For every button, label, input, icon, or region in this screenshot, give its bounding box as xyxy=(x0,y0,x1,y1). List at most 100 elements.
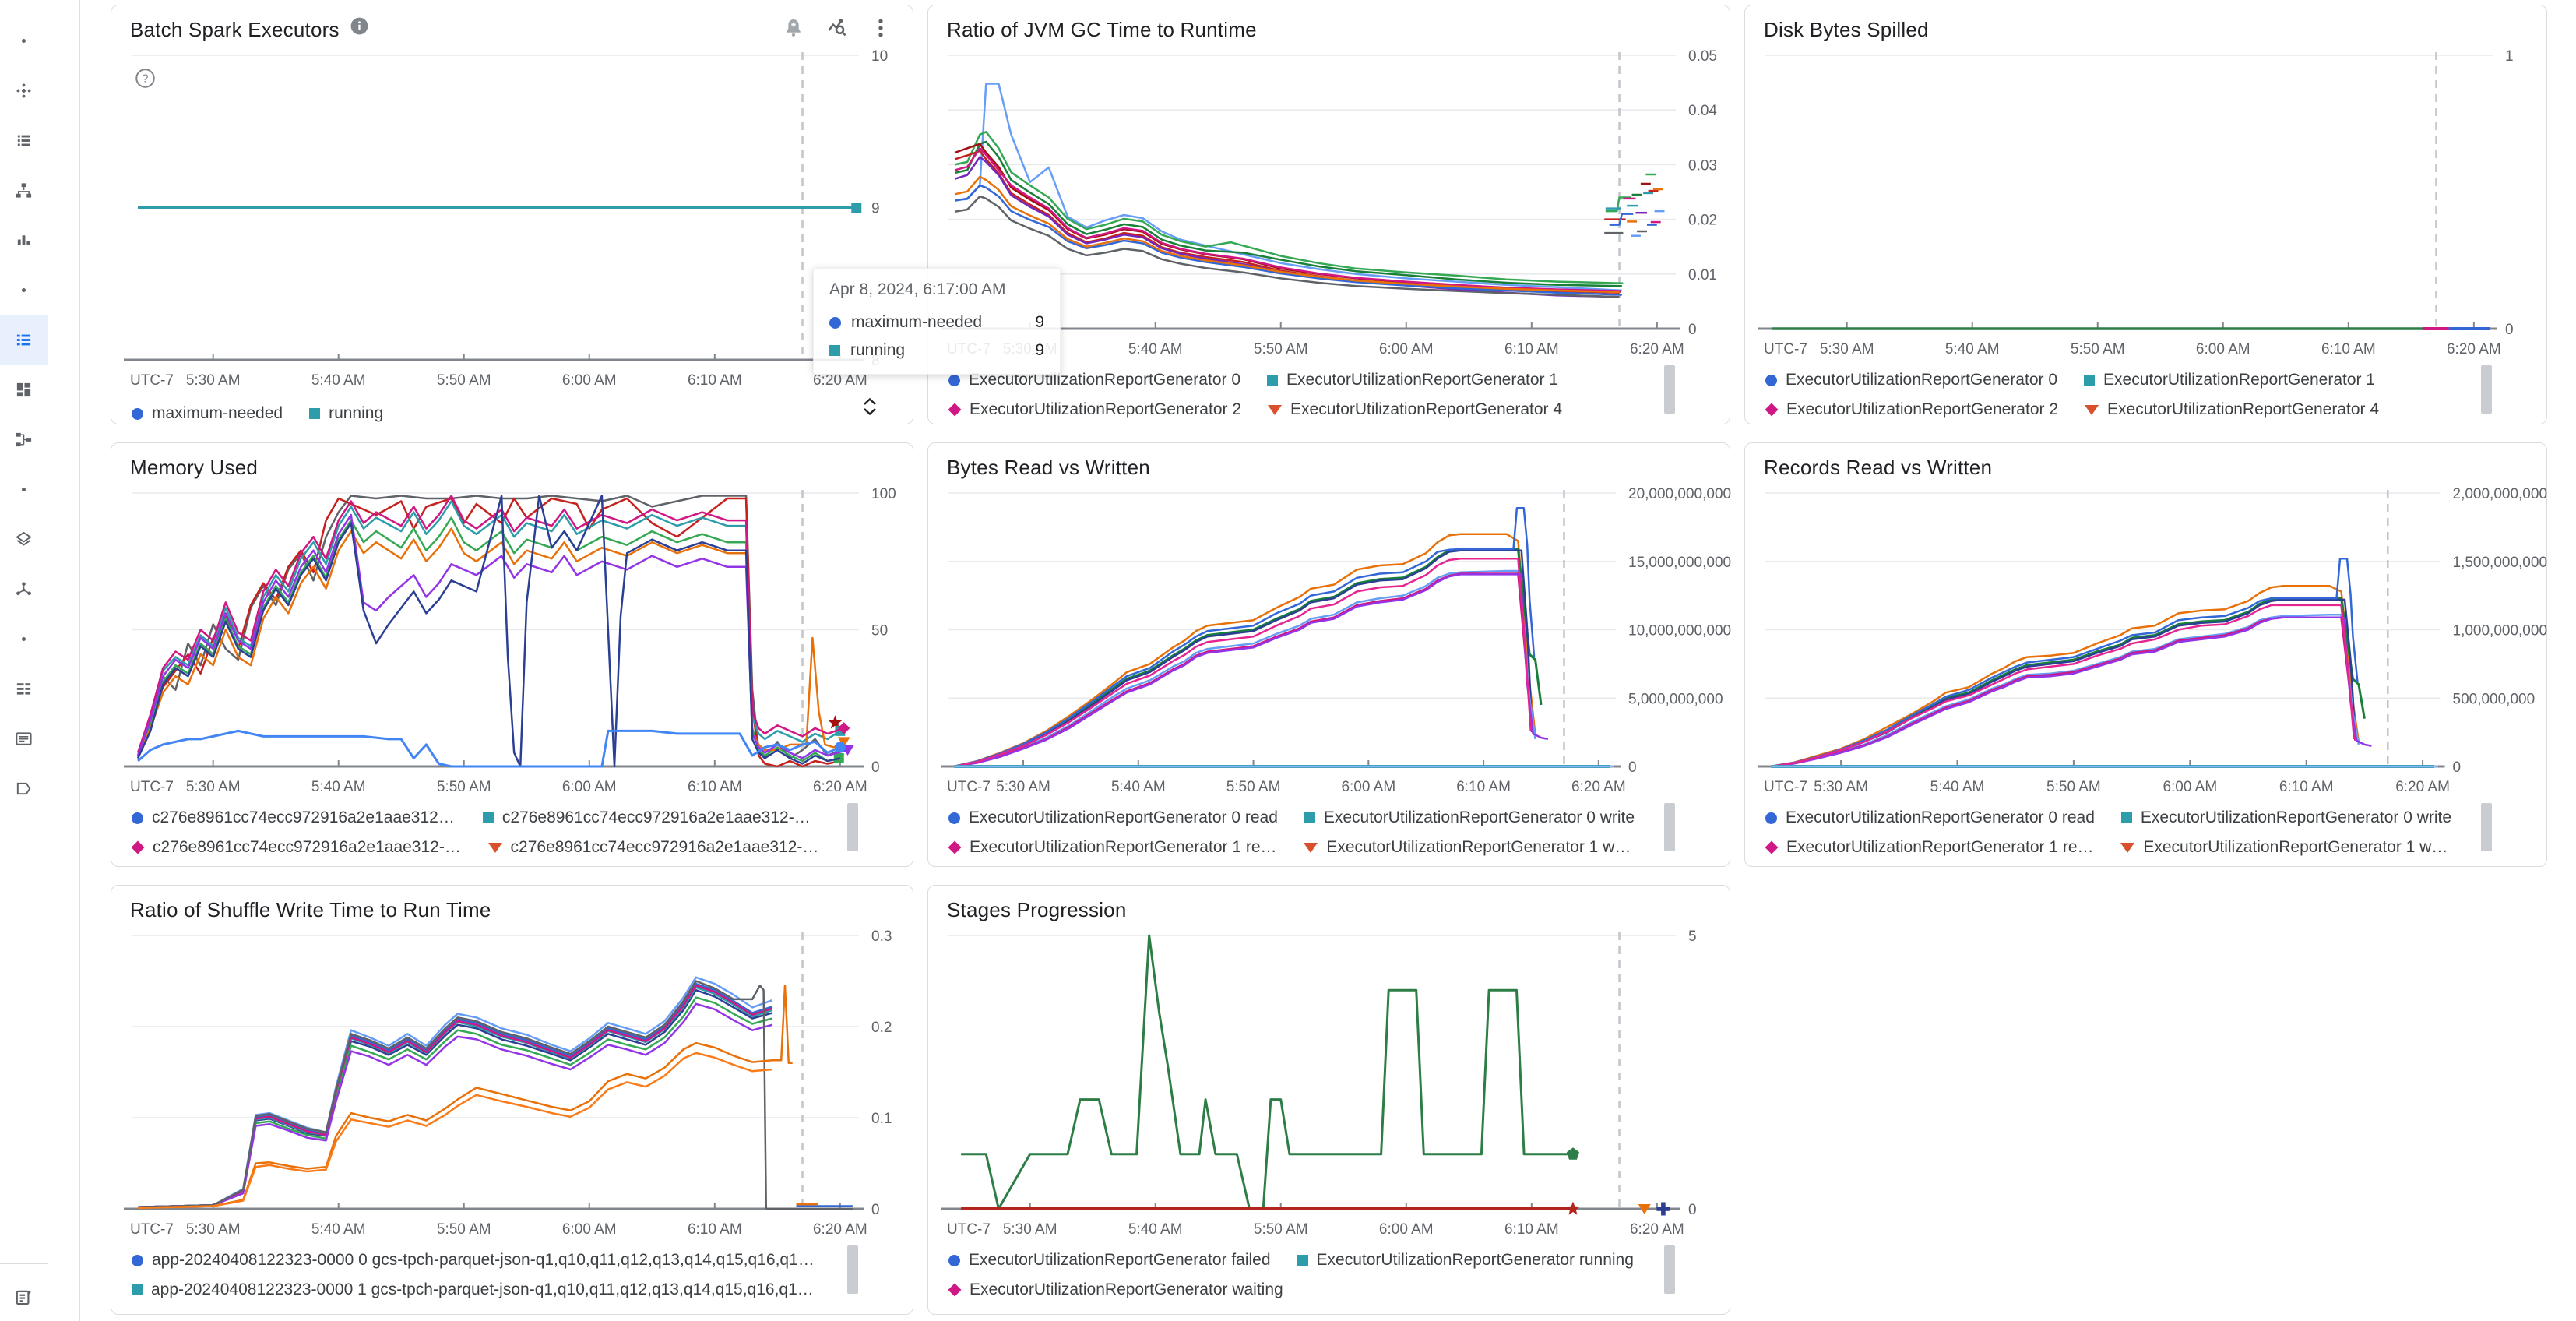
chart-card-stages-progression: Stages Progression 0 5 UTC-7 5:30 AM 5:40 AM… xyxy=(927,885,1730,1315)
chart-plot[interactable]: 0 5 UTC-7 5:30 AM 5:40 AM 5:50 AM 6:00 AM 6:10 … xyxy=(928,886,1731,1316)
legend-scrollbar[interactable] xyxy=(1664,803,1675,851)
legend-item[interactable]: ExecutorUtilizationReportGenerator waiti… xyxy=(948,1280,1283,1299)
series-end-marker xyxy=(1656,1202,1670,1216)
legend-marker-diamond xyxy=(948,840,962,854)
chart-plot[interactable]: 0 0.1 0.2 0.3 UTC-7 5:30 AM 5:40 AM 5:50 AM 6:00… xyxy=(111,886,914,1316)
sidebar-item-dashboard-7[interactable] xyxy=(0,365,48,414)
legend-label: app-20240408122323-0000 1 gcs-tpch-parqu… xyxy=(151,1280,819,1298)
x-axis-tick-label: 6:10 AM xyxy=(1456,779,1511,795)
legend-scrollbar[interactable] xyxy=(2481,365,2492,414)
x-axis-tick-label: 5:40 AM xyxy=(1128,1221,1183,1238)
legend-label: c276e8961cc74ecc972916a2e1aae312-w-1 xyxy=(153,838,462,856)
sidebar-item-dot-9[interactable] xyxy=(0,464,48,514)
sidebar-item-layers-10[interactable] xyxy=(0,514,48,564)
legend-item[interactable]: c276e8961cc74ecc972916a2e1aae312-w-1 xyxy=(132,838,462,857)
chart-plot[interactable]: 0 50 100 UTC-7 5:30 AM 5:40 AM 5:50 AM 6:00 AM 6… xyxy=(111,443,914,868)
chart-plot[interactable]: 8910UTC-75:30 AM5:40 AM5:50 AM6:00 AM6:1… xyxy=(111,5,914,425)
chart-title: Disk Bytes Spilled xyxy=(1764,18,1929,41)
legend-item[interactable]: ExecutorUtilizationReportGenerator 1 xyxy=(2084,371,2375,389)
series-line-gc-slate xyxy=(954,195,1620,298)
chart-card-memory-used: Memory Used 0 50 100 UTC-7 5:30 AM 5:40 AM 5:5… xyxy=(111,442,913,867)
legend-item[interactable]: ExecutorUtilizationReportGenerator 4 xyxy=(1268,400,1562,419)
sidebar-item-tree-3[interactable] xyxy=(0,165,48,215)
sidebar-item-list-2[interactable] xyxy=(0,115,48,165)
legend-item[interactable]: ExecutorUtilizationReportGenerator 0 wri… xyxy=(1304,808,1635,827)
chart-plot[interactable]: 0 5,000,000,000 10,000,000,000 15,000,000,0… xyxy=(928,443,1731,868)
legend-item[interactable]: ExecutorUtilizationReportGenerator faile… xyxy=(948,1251,1271,1270)
legend-label: ExecutorUtilizationReportGenerator 0 rea… xyxy=(1786,808,2095,826)
legend-item[interactable]: app-20240408122323-0000 0 gcs-tpch-parqu… xyxy=(132,1251,819,1270)
legend-item[interactable]: c276e8961cc74ecc972916a2e1aae312-w-2 xyxy=(487,838,819,857)
legend-scrollbar[interactable] xyxy=(847,803,858,851)
more-options-icon[interactable] xyxy=(867,15,894,41)
legend-scrollbar[interactable] xyxy=(2481,803,2492,851)
sidebar-item-card-14[interactable] xyxy=(0,713,48,763)
series-end-marker xyxy=(1566,1147,1579,1160)
legend-item[interactable]: ExecutorUtilizationReportGenerator runni… xyxy=(1297,1251,1634,1270)
legend-item[interactable]: ExecutorUtilizationReportGenerator 2 xyxy=(1765,400,2058,419)
sidebar-item-dot-0[interactable] xyxy=(0,16,48,65)
feedback-icon[interactable] xyxy=(0,1277,48,1318)
y-axis-tick-label: 0 xyxy=(1628,759,1637,776)
x-axis-tick-label: 6:20 AM xyxy=(1630,1221,1684,1238)
explore-metric-icon[interactable] xyxy=(824,15,850,41)
dot-icon xyxy=(22,38,26,43)
legend-item[interactable]: ExecutorUtilizationReportGenerator 1 wri… xyxy=(1304,838,1636,857)
sidebar-item-rows-13[interactable] xyxy=(0,664,48,713)
tree-icon xyxy=(16,182,32,198)
legend-item[interactable]: ExecutorUtilizationReportGenerator 0 rea… xyxy=(948,808,1278,827)
chart-plot[interactable]: 0 500,000,000 1,000,000,000 1,500,000,000 2,… xyxy=(1745,443,2548,868)
legend-item[interactable]: ExecutorUtilizationReportGenerator 2 xyxy=(948,400,1241,419)
series-line-rec-pink xyxy=(1771,604,2356,768)
legend-scrollbar[interactable] xyxy=(847,1245,858,1294)
legend-item[interactable]: ExecutorUtilizationReportGenerator 0 rea… xyxy=(1765,808,2095,827)
help-icon[interactable]: ? xyxy=(135,68,156,89)
content-divider xyxy=(79,0,80,1321)
y-axis-tick-label: 0.3 xyxy=(871,928,892,945)
legend-item[interactable]: ExecutorUtilizationReportGenerator 4 xyxy=(2085,400,2379,419)
legend-label: ExecutorUtilizationReportGenerator runni… xyxy=(1316,1251,1634,1269)
legend-scrollbar[interactable] xyxy=(1664,1245,1675,1294)
legend-item[interactable]: running xyxy=(309,404,383,423)
series-line-rec-lightblue xyxy=(1771,613,2360,768)
chart-legend: c276e8961cc74ecc972916a2e1aae312-m c276e8… xyxy=(132,803,846,862)
legend-item[interactable]: app-20240408122323-0000 1 gcs-tpch-parqu… xyxy=(132,1280,819,1299)
legend-item[interactable]: ExecutorUtilizationReportGenerator 0 xyxy=(1765,371,2057,389)
sidebar-item-hub-11[interactable] xyxy=(0,564,48,614)
sidebar-item-list-alt-6[interactable] xyxy=(0,315,48,365)
x-axis-tick-label: 5:40 AM xyxy=(311,372,366,389)
legend-marker-circle xyxy=(132,812,143,824)
legend-item[interactable]: ExecutorUtilizationReportGenerator 0 xyxy=(948,371,1240,389)
legend-item[interactable]: ExecutorUtilizationReportGenerator 1 rea… xyxy=(948,838,1277,857)
legend-marker-diamond xyxy=(132,840,145,854)
legend-item[interactable]: c276e8961cc74ecc972916a2e1aae312-m xyxy=(132,808,456,827)
sidebar-item-dot-5[interactable] xyxy=(0,265,48,315)
legend-item[interactable]: ExecutorUtilizationReportGenerator 1 wri… xyxy=(2120,838,2453,857)
legend-item[interactable]: ExecutorUtilizationReportGenerator 1 xyxy=(1267,371,1558,389)
x-axis-tick-label: 6:20 AM xyxy=(813,372,867,389)
y-axis-tick-label: 0 xyxy=(871,759,880,776)
info-icon[interactable] xyxy=(350,16,369,36)
legend-item[interactable]: ExecutorUtilizationReportGenerator 1 rea… xyxy=(1765,838,2094,857)
sidebar-item-dot-12[interactable] xyxy=(0,614,48,664)
sidebar-item-label-15[interactable] xyxy=(0,763,48,813)
sidebar-item-flow-8[interactable] xyxy=(0,414,48,464)
x-axis-tick-label: 5:50 AM xyxy=(437,1221,491,1238)
series-end-marker xyxy=(834,742,846,753)
x-axis-tick-label: 6:20 AM xyxy=(1571,779,1626,795)
add-alert-icon[interactable] xyxy=(780,15,807,41)
sidebar-item-cluster-1[interactable] xyxy=(0,65,48,115)
svg-text:?: ? xyxy=(142,73,148,86)
series-line-mem-red xyxy=(136,497,841,768)
chart-plot[interactable]: 0 1 UTC-7 5:30 AM 5:40 AM 5:50 AM 6:00 AM 6:10 … xyxy=(1745,5,2548,425)
x-axis-tick-label: 5:50 AM xyxy=(2046,779,2101,795)
sidebar-item-bar-chart-4[interactable] xyxy=(0,215,48,265)
y-axis-tick-label: 5 xyxy=(1688,928,1697,945)
legend-item[interactable]: c276e8961cc74ecc972916a2e1aae312-w-0 xyxy=(482,808,819,827)
legend-item[interactable]: maximum-needed xyxy=(132,404,283,423)
legend-item[interactable]: ExecutorUtilizationReportGenerator 0 wri… xyxy=(2120,808,2452,827)
legend-label: ExecutorUtilizationReportGenerator 0 wri… xyxy=(2140,808,2452,826)
legend-scrollbar[interactable] xyxy=(1664,365,1675,414)
expand-legend-control[interactable] xyxy=(860,391,880,422)
